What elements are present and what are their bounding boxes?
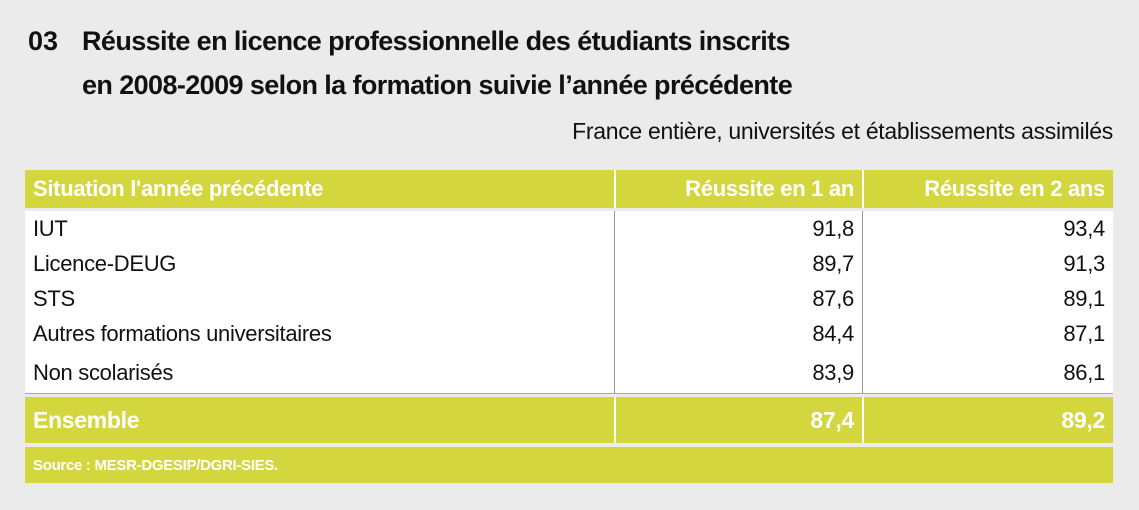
table-row: IUT 91,8 93,4 [25,211,1113,247]
table-cell: Réussite en 1 an [614,170,862,208]
table-row: Licence-DEUG 89,7 91,3 [25,246,1113,282]
table-cell: 87,4 [614,397,862,443]
table-row: Situation l'année précédente Réussite en … [25,170,1113,208]
table-row: Non scolarisés 83,9 86,1 [25,352,1113,394]
table-cell: 91,8 [614,211,862,246]
table-cell: IUT [33,215,68,241]
table-cell: Non scolarisés [33,359,174,385]
table-cell: Ensemble [33,406,140,433]
table-cell: Réussite en 2 ans [862,170,1113,208]
table-cell: Licence-DEUG [33,250,177,276]
table-row: Ensemble 87,4 89,2 [25,397,1113,443]
table-number: 03 [28,26,59,56]
table-cell: 84,4 [614,316,862,352]
title-line: Réussite en licence professionnelle des … [82,26,791,56]
table-cell: 87,1 [862,316,1113,352]
source-note: Source : MESR-DGESIP/DGRI-SIES. [33,456,278,474]
table-cell: Autres formations universitaires [33,321,332,346]
source-row: Source : MESR-DGESIP/DGRI-SIES. [25,447,1113,483]
table-cell: 87,6 [614,281,862,316]
table-cell: 93,4 [862,211,1113,246]
subtitle: France entière, universités et établisse… [572,118,1113,144]
table-cell: 91,3 [862,246,1113,281]
table-cell: 89,1 [862,281,1113,316]
table-cell: 83,9 [614,352,862,393]
table-row: STS 87,6 89,1 [25,281,1113,317]
table-cell: STS [33,285,75,311]
table-cell: 86,1 [862,352,1113,393]
table-row: Autres formations universitaires 84,4 87,1 [25,316,1113,353]
table-cell: 89,2 [862,397,1113,443]
title-line: en 2008-2009 selon la formation suivie l… [82,70,793,100]
table-cell: 89,7 [614,246,862,281]
table-cell: Situation l'année précédente [33,176,324,201]
